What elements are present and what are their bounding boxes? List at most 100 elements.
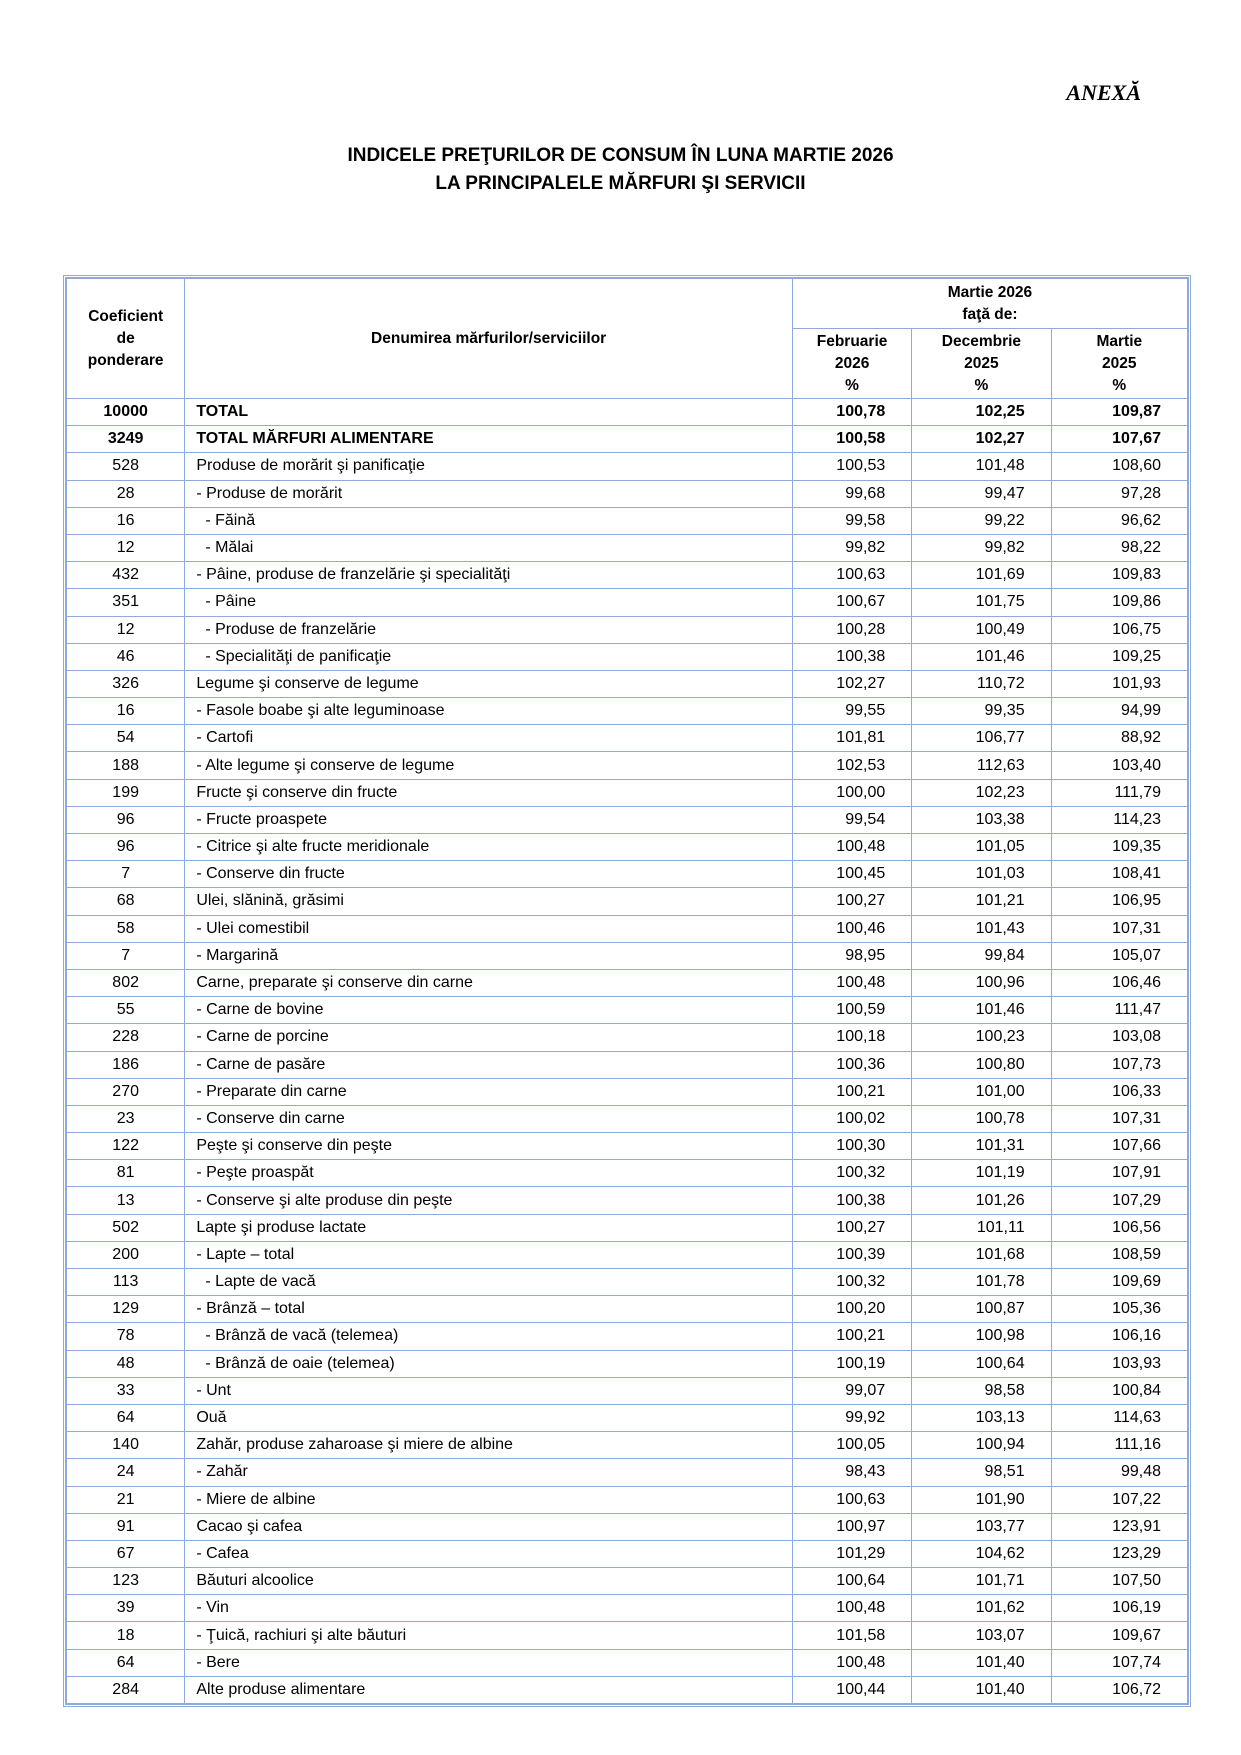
item-name-cell: - Brânză – total (184, 1295, 793, 1324)
index-mar-2025-cell: 98,22 (1050, 533, 1189, 563)
index-mar-2025-cell: 123,91 (1050, 1512, 1189, 1541)
index-mar-2025-cell: 107,29 (1050, 1186, 1189, 1215)
index-mar-2025-cell: 100,84 (1050, 1376, 1189, 1405)
table-row: 23- Conserve din carne 100,02 100,78 107,31 (65, 1104, 1189, 1134)
index-feb-2026-cell: 100,67 (791, 588, 913, 617)
weight-cell: 12 (65, 533, 186, 563)
table-body: 10000 TOTAL 100,78 102,25 109,87 3249 TOTAL MĂ… (65, 397, 1189, 1705)
weight-cell: 67 (65, 1539, 186, 1569)
index-dec-2025-cell: 98,58 (911, 1376, 1052, 1405)
index-mar-2025-cell: 109,83 (1050, 561, 1189, 590)
index-dec-2025-cell: 101,46 (911, 996, 1052, 1025)
table-row: 7- Margarină 98,95 99,84 105,07 (65, 941, 1189, 970)
item-name-cell: Legume şi conserve de legume (184, 669, 793, 699)
index-feb-2026-cell: 102,53 (791, 751, 913, 780)
index-feb-2026-cell: 100,05 (791, 1431, 913, 1460)
index-mar-2025-cell: 107,31 (1050, 914, 1189, 943)
table-row: 28- Produse de morărit 99,68 99,47 97,28 (65, 479, 1189, 508)
index-feb-2026-cell: 100,44 (791, 1675, 913, 1705)
item-name-cell: - Ulei comestibil (184, 914, 793, 943)
weight-cell: 28 (65, 479, 186, 508)
item-name-cell: - Carne de pasăre (184, 1050, 793, 1079)
index-feb-2026-cell: 99,55 (791, 697, 913, 726)
weight-cell: 23 (65, 1104, 186, 1134)
index-mar-2025-cell: 103,08 (1050, 1023, 1189, 1052)
weight-cell: 351 (65, 588, 186, 617)
index-feb-2026-cell: 100,58 (791, 425, 913, 454)
weight-cell: 186 (65, 1050, 186, 1079)
index-feb-2026-cell: 100,59 (791, 996, 913, 1025)
item-name-cell: - Carne de bovine (184, 996, 793, 1025)
index-dec-2025-cell: 99,47 (911, 479, 1052, 508)
weight-cell: 326 (65, 669, 186, 699)
index-mar-2025-cell: 107,50 (1050, 1567, 1189, 1596)
item-name-cell: Produse de morărit şi panificaţie (184, 452, 793, 481)
index-dec-2025-cell: 101,78 (911, 1267, 1052, 1297)
weight-cell: 39 (65, 1594, 186, 1623)
index-mar-2025-cell: 94,99 (1050, 697, 1189, 726)
index-feb-2026-cell: 100,27 (791, 887, 913, 916)
index-feb-2026-cell: 100,32 (791, 1159, 913, 1188)
index-mar-2025-cell: 108,60 (1050, 452, 1189, 481)
index-feb-2026-cell: 99,92 (791, 1403, 913, 1433)
index-mar-2025-cell: 107,31 (1050, 1104, 1189, 1134)
index-dec-2025-cell: 101,00 (911, 1077, 1052, 1106)
table-row: 3249 TOTAL MĂRFURI ALIMENTARE 100,58 102,27… (65, 425, 1189, 454)
index-dec-2025-cell: 100,23 (911, 1023, 1052, 1052)
weight-cell: 24 (65, 1458, 186, 1487)
index-feb-2026-cell: 100,28 (791, 615, 913, 644)
index-mar-2025-cell: 109,69 (1050, 1267, 1189, 1297)
index-dec-2025-cell: 100,80 (911, 1050, 1052, 1079)
weight-cell: 64 (65, 1648, 186, 1677)
index-mar-2025-cell: 114,23 (1050, 805, 1189, 835)
index-mar-2025-cell: 108,59 (1050, 1240, 1189, 1270)
index-mar-2025-cell: 103,93 (1050, 1349, 1189, 1378)
index-dec-2025-cell: 101,03 (911, 860, 1052, 889)
header-name: Denumirea mărfurilor/serviciilor (184, 278, 793, 399)
index-mar-2025-cell: 106,16 (1050, 1322, 1189, 1351)
table-row: 58- Ulei comestibil 100,46 101,43 107,31 (65, 914, 1189, 943)
table-row: 68 Ulei, slănină, grăsimi 100,27 101,21 106,… (65, 887, 1189, 916)
weight-cell: 528 (65, 452, 186, 481)
header-group: Martie 2026 faţă de: (791, 278, 1189, 329)
table-row: 48- Brânză de oaie (telemea) 100,19 100,64… (65, 1349, 1189, 1378)
weight-cell: 7 (65, 860, 186, 889)
weight-cell: 16 (65, 506, 186, 535)
item-name-cell: Fructe şi conserve din fructe (184, 778, 793, 807)
index-feb-2026-cell: 100,45 (791, 860, 913, 889)
item-name-cell: Peşte şi conserve din peşte (184, 1132, 793, 1161)
index-feb-2026-cell: 100,30 (791, 1132, 913, 1161)
table-row: 33- Unt 99,07 98,58 100,84 (65, 1376, 1189, 1405)
item-name-cell: - Margarină (184, 941, 793, 970)
index-dec-2025-cell: 103,13 (911, 1403, 1052, 1433)
table-row: 16- Fasole boabe şi alte leguminoase 99,5… (65, 697, 1189, 726)
index-dec-2025-cell: 99,84 (911, 941, 1052, 970)
index-dec-2025-cell: 101,21 (911, 887, 1052, 916)
index-dec-2025-cell: 98,51 (911, 1458, 1052, 1487)
title-line-2: LA PRINCIPALELE MĂRFURI ŞI SERVICII (435, 173, 806, 194)
index-dec-2025-cell: 101,69 (911, 561, 1052, 590)
index-feb-2026-cell: 100,32 (791, 1267, 913, 1297)
index-feb-2026-cell: 100,00 (791, 778, 913, 807)
table-row: 7- Conserve din fructe 100,45 101,03 108,41 (65, 860, 1189, 889)
index-dec-2025-cell: 99,35 (911, 697, 1052, 726)
header-feb-2026: Februarie 2026% (791, 328, 913, 399)
table-row: 432- Pâine, produse de franzelărie şi sp… (65, 561, 1189, 590)
weight-cell: 199 (65, 778, 186, 807)
weight-cell: 68 (65, 887, 186, 916)
table-row: 18- Ţuică, rachiuri şi alte băuturi 101,5… (65, 1621, 1189, 1650)
table-row: 21- Miere de albine 100,63 101,90 107,22 (65, 1485, 1189, 1514)
index-feb-2026-cell: 101,29 (791, 1539, 913, 1569)
item-name-cell: - Conserve şi alte produse din peşte (184, 1186, 793, 1215)
table-row: 64 Ouă 99,92 103,13 114,63 (65, 1403, 1189, 1433)
table-row: 67- Cafea 101,29 104,62 123,29 (65, 1539, 1189, 1569)
table-row: 81- Peşte proaspăt 100,32 101,19 107,91 (65, 1159, 1189, 1188)
index-mar-2025-cell: 106,95 (1050, 887, 1189, 916)
weight-cell: 91 (65, 1512, 186, 1541)
index-mar-2025-cell: 108,41 (1050, 860, 1189, 889)
table-row: 78- Brânză de vacă (telemea) 100,21 100,98… (65, 1322, 1189, 1351)
index-mar-2025-cell: 96,62 (1050, 506, 1189, 535)
weight-cell: 228 (65, 1023, 186, 1052)
index-mar-2025-cell: 107,91 (1050, 1159, 1189, 1188)
title-line-1: INDICELE PREŢURILOR DE CONSUM ÎN LUNA MA… (347, 145, 894, 166)
